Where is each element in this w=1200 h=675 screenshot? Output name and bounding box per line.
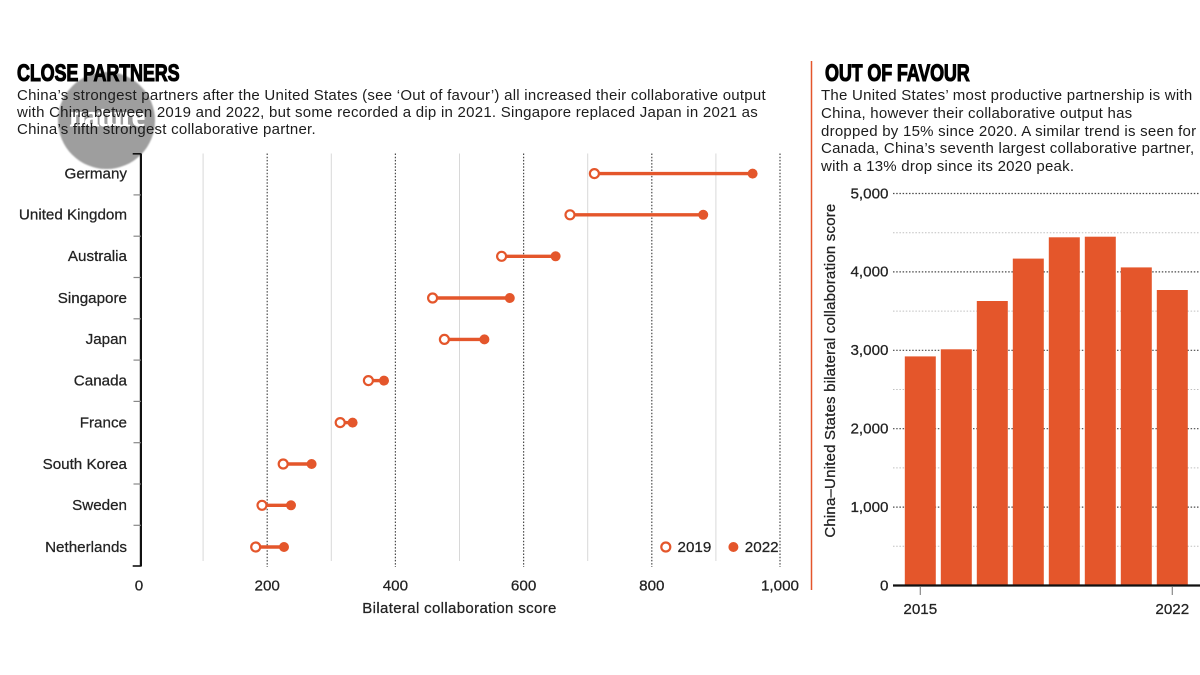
- svg-text:400: 400: [383, 578, 408, 595]
- svg-text:5,000: 5,000: [850, 185, 888, 202]
- svg-text:600: 600: [511, 578, 536, 595]
- svg-text:China–United States bilateral: China–United States bilateral collaborat…: [822, 204, 839, 538]
- svg-text:200: 200: [255, 578, 280, 595]
- svg-text:2015: 2015: [903, 601, 937, 618]
- svg-text:3,000: 3,000: [850, 342, 888, 359]
- svg-text:Netherlands: Netherlands: [45, 539, 127, 556]
- svg-text:2,000: 2,000: [850, 421, 888, 438]
- svg-text:0: 0: [135, 578, 143, 595]
- svg-text:1,000: 1,000: [761, 578, 799, 595]
- svg-text:South Korea: South Korea: [43, 456, 128, 473]
- svg-text:Australia: Australia: [68, 248, 128, 265]
- svg-text:1,000: 1,000: [850, 499, 888, 516]
- svg-text:4,000: 4,000: [850, 264, 888, 281]
- svg-text:Bilateral collaboration score: Bilateral collaboration score: [362, 600, 556, 617]
- svg-text:2022: 2022: [1155, 601, 1189, 618]
- svg-text:0: 0: [880, 577, 888, 594]
- svg-text:800: 800: [639, 578, 664, 595]
- svg-text:Japan: Japan: [86, 331, 127, 348]
- svg-text:Sweden: Sweden: [72, 497, 127, 514]
- svg-text:Canada: Canada: [74, 372, 128, 389]
- svg-text:2019: 2019: [678, 539, 712, 556]
- svg-text:2022: 2022: [745, 539, 779, 556]
- svg-text:United Kingdom: United Kingdom: [19, 207, 127, 224]
- svg-text:Singapore: Singapore: [58, 290, 127, 307]
- svg-text:France: France: [80, 414, 127, 431]
- svg-text:Germany: Germany: [65, 165, 128, 182]
